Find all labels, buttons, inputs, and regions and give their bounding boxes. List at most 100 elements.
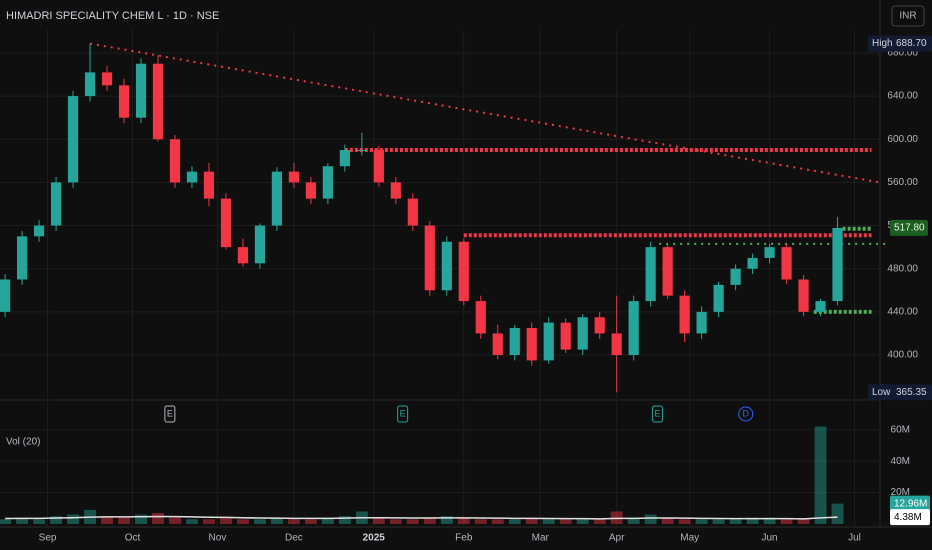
candle-body xyxy=(560,322,571,350)
volume-bar xyxy=(270,517,283,524)
y-tick-label: 640.00 xyxy=(887,91,918,102)
currency[interactable]: INR xyxy=(899,11,916,22)
candle-body xyxy=(713,284,724,312)
volume-bar xyxy=(389,519,402,524)
volume-tick-label: 20M xyxy=(891,487,910,498)
x-tick-label: 2025 xyxy=(363,533,386,544)
volume-bar xyxy=(729,519,742,524)
chart-title: HIMADRI SPECIALITY CHEM L · 1D · NSE xyxy=(6,10,219,22)
volume-bar xyxy=(186,519,198,524)
candle-body xyxy=(781,247,792,280)
volume-bar xyxy=(338,516,351,524)
volume-bar xyxy=(525,517,538,524)
candle-body xyxy=(33,225,45,237)
last-price-box xyxy=(890,219,928,236)
candle-body xyxy=(135,63,147,118)
candle-body xyxy=(458,241,469,302)
candle-body xyxy=(407,198,418,226)
x-tick-label: Jun xyxy=(762,533,778,544)
candle-body xyxy=(645,247,656,302)
volume-bar xyxy=(678,519,691,524)
candle-body xyxy=(509,328,520,356)
event-marker xyxy=(651,405,663,423)
event-label: E xyxy=(654,408,660,418)
candle-body xyxy=(169,139,181,183)
volume-bar xyxy=(814,426,827,524)
x-tick-label: Apr xyxy=(609,533,625,544)
low-tag-label: Low xyxy=(872,387,891,398)
volume-bar xyxy=(203,519,215,524)
volume-bar xyxy=(220,517,232,524)
event-marker xyxy=(164,405,176,423)
candle-body xyxy=(441,241,452,291)
candle-body xyxy=(526,328,537,361)
volume-bar xyxy=(474,519,487,524)
candle-body xyxy=(356,150,367,152)
low-tag-box xyxy=(868,384,892,401)
high-tag-label: High xyxy=(872,38,893,49)
volume-bar xyxy=(440,516,453,524)
event-marker xyxy=(738,406,754,422)
volume-bar xyxy=(831,503,844,524)
volume-bar xyxy=(0,519,12,524)
volume-last-box xyxy=(890,495,930,512)
volume-bar xyxy=(169,517,181,524)
low-tag-box xyxy=(892,384,932,401)
low-tag-text: 365.35 xyxy=(896,387,927,398)
candle-body xyxy=(832,227,843,302)
volume-bar xyxy=(33,519,46,524)
volume-bar xyxy=(542,519,555,524)
candle-body xyxy=(237,247,249,264)
volume-bar xyxy=(746,517,759,524)
volume-bar xyxy=(627,517,640,524)
volume-bar xyxy=(236,519,249,524)
y-tick-label: 680.00 xyxy=(887,48,918,59)
candle-body xyxy=(798,279,809,312)
volume-bar xyxy=(152,513,164,524)
volume-bar xyxy=(423,517,436,524)
candle-body xyxy=(305,182,316,199)
candle-body xyxy=(611,333,622,356)
volume-bar xyxy=(67,514,79,524)
event-label: E xyxy=(400,408,406,418)
candle-body xyxy=(543,322,554,361)
volume-ma-line xyxy=(5,515,838,520)
event-marker xyxy=(397,405,409,423)
volume-ma-last-box xyxy=(890,509,930,526)
y-tick-label: 600.00 xyxy=(887,134,918,145)
volume-bar xyxy=(457,517,470,524)
candle-body xyxy=(254,225,266,264)
volume-bar xyxy=(304,519,317,524)
candle-body xyxy=(0,279,11,312)
volume-bar xyxy=(135,514,147,524)
volume-tick-label: 40M xyxy=(891,456,910,467)
candle-body xyxy=(747,257,758,269)
volume-bar xyxy=(559,519,572,524)
candle-body xyxy=(662,247,673,296)
x-tick-label: Nov xyxy=(209,533,227,544)
candle-body xyxy=(475,301,486,334)
candle-body xyxy=(67,96,79,183)
volume-bar xyxy=(16,517,29,524)
candle-body xyxy=(220,198,232,248)
candle-body xyxy=(696,311,707,334)
volume-bar xyxy=(118,517,130,524)
volume-bar xyxy=(406,519,419,524)
candle-body xyxy=(152,63,164,140)
volume-bar xyxy=(101,516,113,524)
y-tick-label: 400.00 xyxy=(887,350,918,361)
volume-bar xyxy=(780,519,793,524)
volume-title: Vol (20) xyxy=(6,437,40,448)
volume-bar xyxy=(593,519,606,524)
high-tag-box xyxy=(868,35,892,52)
x-tick-label: Feb xyxy=(455,533,473,544)
volume-bar xyxy=(372,517,385,524)
candle-body xyxy=(815,301,826,312)
candle-body xyxy=(730,268,741,285)
volume-bar xyxy=(712,519,725,524)
x-tick-label: May xyxy=(680,533,699,544)
candle-body xyxy=(764,247,775,258)
currency-button[interactable] xyxy=(891,5,925,27)
volume-last-text: 12.96M xyxy=(894,498,927,509)
